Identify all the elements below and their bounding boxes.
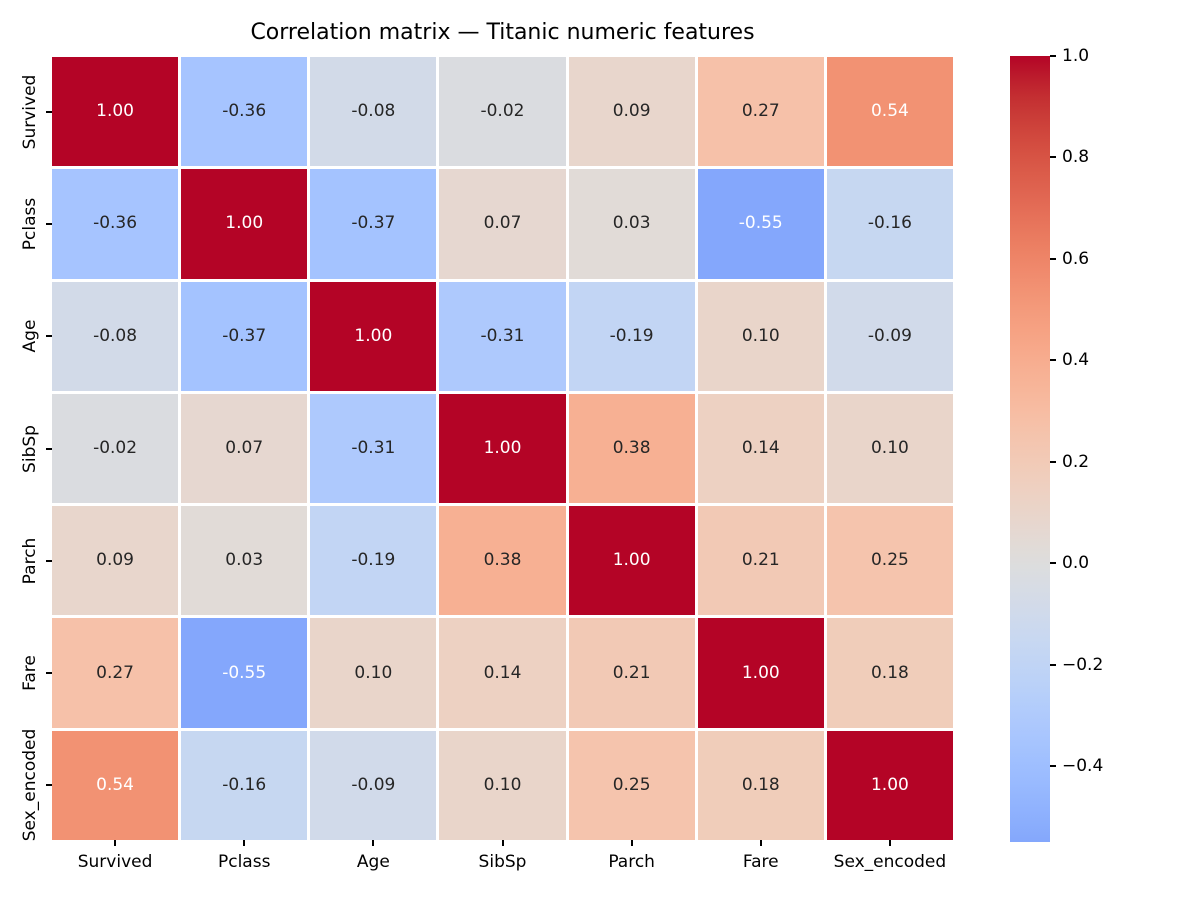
x-tick-label-Survived: Survived bbox=[77, 852, 153, 872]
heatmap-cell-Age-Age: 1.00 bbox=[310, 281, 437, 391]
heatmap-cell-Age-SibSp: -0.31 bbox=[439, 281, 566, 391]
heatmap-cell-Fare-Sex_encoded: 0.18 bbox=[826, 618, 953, 728]
heatmap-cell-Sex_encoded-Sex_encoded: 1.00 bbox=[826, 730, 953, 840]
heatmap-cell-SibSp-SibSp: 1.00 bbox=[439, 393, 566, 504]
heatmap-cell-SibSp-Pclass: 0.07 bbox=[181, 393, 308, 504]
y-tick-label-Parch: Parch bbox=[20, 537, 40, 585]
heatmap-cell-Parch-Pclass: 0.03 bbox=[181, 506, 308, 616]
heatmap-cell-Survived-Sex_encoded: 0.54 bbox=[826, 57, 953, 167]
colorbar-tick-label: −0.2 bbox=[1062, 654, 1104, 675]
heatmap-cell-Parch-Parch: 1.00 bbox=[568, 506, 695, 616]
heatmap-cell-Fare-Fare: 1.00 bbox=[697, 618, 824, 728]
y-tick-mark bbox=[46, 559, 52, 562]
heatmap-cell-Age-Sex_encoded: -0.09 bbox=[826, 281, 953, 391]
colorbar-tick-mark bbox=[1050, 663, 1056, 666]
x-tick-label-Fare: Fare bbox=[742, 852, 779, 872]
colorbar-tick-label: 0.8 bbox=[1062, 147, 1090, 168]
heatmap-cell-Pclass-SibSp: 0.07 bbox=[439, 169, 566, 279]
y-tick-label-Fare: Fare bbox=[20, 655, 40, 691]
y-tick-mark bbox=[46, 784, 52, 787]
heatmap-cell-Fare-SibSp: 0.14 bbox=[439, 618, 566, 728]
y-tick-label-Pclass: Pclass bbox=[20, 197, 40, 251]
heatmap-cell-Pclass-Fare: -0.55 bbox=[697, 169, 824, 279]
heatmap-cell-Fare-Pclass: -0.55 bbox=[181, 618, 308, 728]
heatmap-cell-Pclass-Sex_encoded: -0.16 bbox=[826, 169, 953, 279]
heatmap-cell-Pclass-Survived: -0.36 bbox=[52, 169, 179, 279]
x-tick-mark bbox=[630, 840, 633, 846]
y-tick-label-SibSp: SibSp bbox=[20, 424, 40, 473]
x-tick-mark bbox=[759, 840, 762, 846]
heatmap-cell-Sex_encoded-SibSp: 0.10 bbox=[439, 730, 566, 840]
colorbar-tick-mark bbox=[1050, 562, 1056, 565]
colorbar-tick-mark bbox=[1050, 764, 1056, 767]
y-tick-mark bbox=[46, 672, 52, 675]
heatmap-cell-Fare-Survived: 0.27 bbox=[52, 618, 179, 728]
heatmap-cell-Parch-Sex_encoded: 0.25 bbox=[826, 506, 953, 616]
y-tick-mark bbox=[46, 447, 52, 450]
heatmap-cell-Fare-Parch: 0.21 bbox=[568, 618, 695, 728]
heatmap-cell-Age-Fare: 0.10 bbox=[697, 281, 824, 391]
x-tick-label-Pclass: Pclass bbox=[217, 852, 271, 872]
y-tick-mark bbox=[46, 110, 52, 113]
y-tick-label-Age: Age bbox=[20, 319, 40, 353]
heatmap-cell-Survived-Fare: 0.27 bbox=[697, 57, 824, 167]
heatmap-cell-Parch-Age: -0.19 bbox=[310, 506, 437, 616]
x-tick-label-SibSp: SibSp bbox=[478, 852, 527, 872]
heatmap-cell-SibSp-Survived: -0.02 bbox=[52, 393, 179, 504]
colorbar-tick-label: 0.4 bbox=[1062, 350, 1090, 371]
colorbar bbox=[1010, 56, 1050, 842]
colorbar-tick-mark bbox=[1050, 257, 1056, 260]
heatmap-cell-SibSp-Sex_encoded: 0.10 bbox=[826, 393, 953, 504]
heatmap-cell-Parch-Survived: 0.09 bbox=[52, 506, 179, 616]
heatmap-cell-Pclass-Pclass: 1.00 bbox=[181, 169, 308, 279]
colorbar-tick-mark bbox=[1050, 55, 1056, 57]
heatmap-grid: 1.00 -0.36 -0.08 -0.02 0.09 0.27 0.54 -0.36 1.00… bbox=[52, 57, 953, 840]
heatmap-cell-Sex_encoded-Fare: 0.18 bbox=[697, 730, 824, 840]
x-tick-label-Sex_encoded: Sex_encoded bbox=[833, 852, 947, 872]
y-tick-label-Survived: Survived bbox=[20, 74, 40, 149]
x-tick-label-Parch: Parch bbox=[608, 852, 655, 872]
heatmap-cell-Survived-Age: -0.08 bbox=[310, 57, 437, 167]
colorbar-tick-mark bbox=[1050, 156, 1056, 159]
x-tick-mark bbox=[501, 840, 504, 846]
heatmap-cell-Survived-SibSp: -0.02 bbox=[439, 57, 566, 167]
heatmap-cell-Parch-Fare: 0.21 bbox=[697, 506, 824, 616]
colorbar-tick-label: 0.6 bbox=[1062, 248, 1090, 269]
y-tick-label-Sex_encoded: Sex_encoded bbox=[20, 729, 40, 842]
heatmap-cell-Sex_encoded-Pclass: -0.16 bbox=[181, 730, 308, 840]
heatmap-cell-Survived-Pclass: -0.36 bbox=[181, 57, 308, 167]
colorbar-tick-label: 0.0 bbox=[1062, 553, 1090, 574]
x-tick-label-Age: Age bbox=[356, 852, 390, 872]
heatmap-cell-SibSp-Parch: 0.38 bbox=[568, 393, 695, 504]
y-tick-mark bbox=[46, 222, 52, 225]
heatmap-cell-Pclass-Parch: 0.03 bbox=[568, 169, 695, 279]
heatmap-cell-Age-Survived: -0.08 bbox=[52, 281, 179, 391]
colorbar-tick-label: 0.2 bbox=[1062, 451, 1090, 472]
heatmap-cell-Sex_encoded-Age: -0.09 bbox=[310, 730, 437, 840]
heatmap-cell-Survived-Parch: 0.09 bbox=[568, 57, 695, 167]
colorbar-tick-label: −0.4 bbox=[1062, 755, 1104, 776]
x-tick-mark bbox=[114, 840, 117, 846]
heatmap-cell-Age-Pclass: -0.37 bbox=[181, 281, 308, 391]
x-tick-mark bbox=[243, 840, 246, 846]
heatmap-cell-Fare-Age: 0.10 bbox=[310, 618, 437, 728]
heatmap-cell-Age-Parch: -0.19 bbox=[568, 281, 695, 391]
chart-title: Correlation matrix — Titanic numeric fea… bbox=[250, 20, 755, 45]
x-tick-mark bbox=[372, 840, 375, 846]
heatmap-cell-SibSp-Fare: 0.14 bbox=[697, 393, 824, 504]
heatmap-cell-Parch-SibSp: 0.38 bbox=[439, 506, 566, 616]
x-tick-mark bbox=[888, 840, 891, 846]
colorbar-tick-mark bbox=[1050, 460, 1056, 463]
heatmap-cell-Sex_encoded-Survived: 0.54 bbox=[52, 730, 179, 840]
colorbar-tick-mark bbox=[1050, 359, 1056, 362]
y-tick-mark bbox=[46, 335, 52, 338]
colorbar-tick-label: 1.0 bbox=[1062, 46, 1090, 66]
heatmap-cell-Pclass-Age: -0.37 bbox=[310, 169, 437, 279]
heatmap-cell-Sex_encoded-Parch: 0.25 bbox=[568, 730, 695, 840]
heatmap-cell-SibSp-Age: -0.31 bbox=[310, 393, 437, 504]
heatmap-cell-Survived-Survived: 1.00 bbox=[52, 57, 179, 167]
